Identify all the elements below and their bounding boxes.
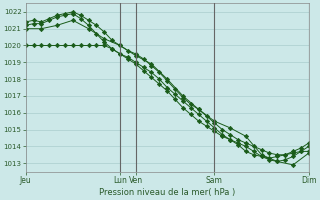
X-axis label: Pression niveau de la mer( hPa ): Pression niveau de la mer( hPa ) <box>99 188 235 197</box>
